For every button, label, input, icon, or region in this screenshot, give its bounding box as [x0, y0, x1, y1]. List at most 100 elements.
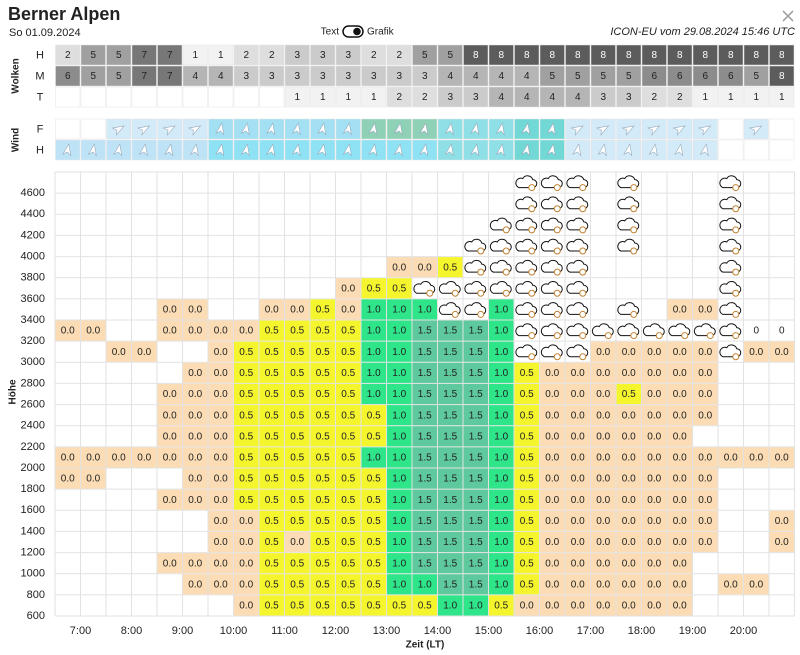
cloud-cell: [80, 44, 106, 66]
cell: [285, 574, 310, 595]
cell-value: 0.0: [749, 453, 763, 464]
cell-value: 0.5: [316, 495, 330, 506]
x-tick-label: 17:00: [577, 625, 605, 637]
cell-value: 0.5: [265, 326, 279, 337]
cell-value: 1.0: [494, 326, 508, 337]
cloud-value: 5: [549, 71, 555, 82]
wind-arrow-shape: [342, 122, 352, 136]
cell-value: 0.0: [647, 516, 661, 527]
cell-value: 0.0: [571, 558, 585, 569]
wind-arrow-shape: [495, 143, 505, 157]
cell: [336, 447, 361, 468]
cell: [234, 531, 259, 553]
cell: [489, 362, 514, 383]
cell: [310, 405, 335, 426]
cell-value: 0.0: [596, 410, 610, 421]
cloud-icon: [719, 238, 742, 255]
toggle-text[interactable]: Text: [321, 27, 340, 38]
cloud-icon: [617, 323, 640, 340]
cell: [106, 447, 131, 468]
cloud-value: 3: [626, 92, 632, 103]
cell-value: 0.0: [622, 495, 636, 506]
cloud-cell: [641, 86, 667, 108]
cell: [285, 320, 310, 341]
cell-value: 0.5: [341, 410, 355, 421]
cloud-cell: [55, 44, 81, 66]
cell-value: 0.0: [545, 453, 559, 464]
cell: [616, 426, 641, 447]
cell: [412, 383, 437, 405]
cell: [336, 468, 361, 489]
clouds-label: Wolken: [11, 58, 22, 93]
cell-value: 1.5: [418, 537, 432, 548]
cell: [540, 531, 565, 553]
cloud-badge: [732, 289, 740, 297]
cell-value: 0.5: [316, 410, 330, 421]
cell-value: 0.0: [341, 305, 355, 316]
cell: [259, 405, 284, 426]
wind-arrow-shape: [699, 143, 709, 157]
wind-arrow: [495, 143, 505, 157]
cell-value: 1.5: [418, 410, 432, 421]
cell-value: 0.5: [265, 579, 279, 590]
cloud-cell: [463, 65, 489, 87]
cloud-cell: [718, 86, 744, 108]
cell: [438, 405, 463, 426]
cell-value: 1.0: [392, 389, 406, 400]
cell: [463, 362, 488, 383]
wind-arrow: [697, 125, 712, 136]
cloud-badge: [477, 289, 485, 297]
cell: [157, 426, 182, 447]
cell-value: 1.5: [418, 558, 432, 569]
cell: [489, 574, 514, 595]
cloud-cell: [284, 65, 310, 87]
wind-arrow: [419, 143, 429, 157]
cell: [259, 362, 284, 383]
cloud-icon: [566, 217, 589, 234]
cloud-cell: [590, 44, 616, 66]
wind-arrow-shape: [595, 125, 610, 136]
cell-value: 0.0: [596, 453, 610, 464]
wind-arrow: [187, 125, 202, 136]
cell: [234, 510, 259, 531]
cell-value: 1.5: [469, 368, 483, 379]
cell: [361, 531, 386, 553]
cloud-value: 2: [677, 92, 683, 103]
cell-value: 0.0: [239, 516, 253, 527]
cell: [514, 574, 539, 595]
cell: [489, 510, 514, 531]
cell-value: 0.0: [239, 558, 253, 569]
close-button[interactable]: [782, 10, 794, 22]
cell: [514, 426, 539, 447]
toggle-grafik[interactable]: Grafik: [367, 27, 395, 38]
cell-value: 0.0: [596, 516, 610, 527]
wind-arrow-shape: [342, 143, 352, 157]
cloud-badge: [477, 247, 485, 255]
cell-value: 1.5: [443, 474, 457, 485]
cell: [387, 362, 412, 383]
cell: [387, 489, 412, 510]
cell-value: 0.0: [163, 558, 177, 569]
cell-value: 0.0: [545, 516, 559, 527]
cloud-badge: [502, 268, 510, 276]
cell: [157, 405, 182, 426]
cell: [336, 383, 361, 405]
cloud-value: 7: [167, 50, 173, 61]
cell: [310, 468, 335, 489]
cell-value: 0.0: [749, 579, 763, 590]
cell-value: 0.5: [290, 516, 304, 527]
cloud-cell: [284, 44, 310, 66]
cloud-value: 3: [345, 71, 351, 82]
cell: [310, 574, 335, 595]
cell: [769, 531, 794, 553]
cloud-value: 8: [600, 50, 606, 61]
cell-value: 0.5: [367, 537, 381, 548]
cell-value: 0.0: [698, 347, 712, 358]
cell: [361, 510, 386, 531]
cell-value: 1.0: [418, 579, 432, 590]
cell: [438, 510, 463, 531]
cell: [565, 426, 590, 447]
cell-value: 0.0: [545, 410, 559, 421]
cell: [234, 574, 259, 595]
cloud-icon: [515, 238, 538, 255]
